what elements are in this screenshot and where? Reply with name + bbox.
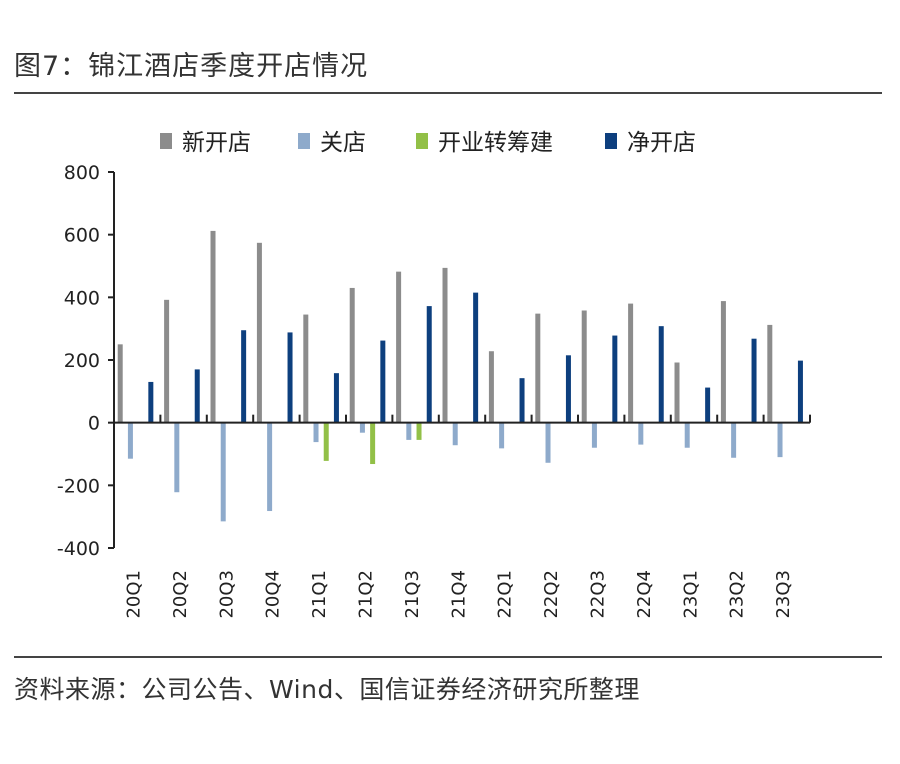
y-tick-label: 800 <box>64 162 100 184</box>
bar-新开店-20Q2 <box>164 299 170 423</box>
x-tick-label: 20Q4 <box>263 570 284 619</box>
bar-净开店-23Q3 <box>797 360 803 423</box>
bar-净开店-20Q1 <box>148 381 154 423</box>
bar-新开店-21Q3 <box>396 271 402 423</box>
source-divider <box>14 656 882 658</box>
x-tick-label: 21Q3 <box>402 570 423 619</box>
y-tick-label: -400 <box>57 538 100 560</box>
bar-series <box>117 230 803 522</box>
y-tick-label: 400 <box>64 287 100 309</box>
y-tick-label: 600 <box>64 225 100 247</box>
bar-净开店-23Q1 <box>705 387 711 423</box>
x-tick-label: 23Q2 <box>727 570 748 619</box>
bar-关店-23Q1 <box>684 422 690 448</box>
bar-关店-20Q4 <box>267 422 273 512</box>
chart-legend: 新开店 关店 开业转筹建 净开店 <box>160 130 696 156</box>
bar-新开店-20Q4 <box>256 242 262 423</box>
legend-swatch <box>605 133 617 149</box>
bar-新开店-22Q2 <box>535 313 541 423</box>
figure-title: 图7：锦江酒店季度开店情况 <box>14 51 369 82</box>
legend-label: 净开店 <box>627 130 696 156</box>
bar-净开店-21Q1 <box>333 373 339 423</box>
bar-关店-20Q1 <box>127 422 133 459</box>
bar-关店-22Q4 <box>638 422 644 445</box>
legend-swatch <box>298 133 310 149</box>
legend-swatch <box>416 133 428 149</box>
x-tick-label: 22Q4 <box>634 570 655 619</box>
x-axis: 20Q1 20Q2 20Q3 20Q4 21Q1 21Q2 21Q3 21Q4 22Q1 22Q2… <box>114 414 811 619</box>
y-tick-label: -200 <box>57 475 100 497</box>
bar-新开店-22Q4 <box>628 303 634 423</box>
x-tick-label: 20Q3 <box>216 570 237 619</box>
x-tick-label: 21Q4 <box>448 570 469 619</box>
x-tick-label: 21Q1 <box>309 570 330 619</box>
bar-新开店-22Q1 <box>488 351 494 423</box>
bar-关店-22Q2 <box>545 422 551 463</box>
bar-净开店-22Q2 <box>565 355 571 423</box>
legend-label: 新开店 <box>182 130 251 156</box>
bar-新开店-21Q1 <box>303 314 309 423</box>
x-tick-label: 22Q3 <box>587 570 608 619</box>
y-axis: 800 600 400 200 0 -200 -400 <box>57 162 115 560</box>
bar-关店-23Q3 <box>777 422 783 458</box>
bar-净开店-20Q4 <box>287 332 293 423</box>
title-divider <box>14 92 882 94</box>
legend-label: 开业转筹建 <box>438 130 553 156</box>
bar-新开店-21Q4 <box>442 267 448 423</box>
legend-swatch <box>160 133 172 149</box>
x-tick-label: 22Q1 <box>495 570 516 619</box>
bar-净开店-21Q2 <box>380 340 386 423</box>
bar-净开店-21Q3 <box>426 306 432 423</box>
bar-开业转筹建-21Q3 <box>416 422 422 440</box>
bar-chart: 新开店 关店 开业转筹建 净开店 800 600 400 200 0 -200 -400 20Q1… <box>57 130 811 619</box>
x-tick-label: 20Q2 <box>170 570 191 619</box>
bar-新开店-23Q3 <box>767 324 773 423</box>
bar-新开店-22Q3 <box>581 310 587 423</box>
bar-净开店-22Q3 <box>612 335 618 423</box>
bar-关店-22Q3 <box>591 422 597 448</box>
bar-关店-21Q1 <box>313 422 319 443</box>
bar-净开店-22Q4 <box>658 326 664 423</box>
bar-关店-23Q2 <box>731 422 737 458</box>
bar-开业转筹建-21Q1 <box>323 422 329 461</box>
bar-净开店-22Q1 <box>519 378 525 423</box>
bar-关店-20Q3 <box>220 422 226 522</box>
bar-新开店-21Q2 <box>349 287 355 423</box>
bar-关店-22Q1 <box>499 422 505 449</box>
bar-净开店-21Q4 <box>473 292 479 423</box>
y-tick-label: 0 <box>88 413 100 435</box>
bar-净开店-23Q2 <box>751 338 757 423</box>
bar-关店-21Q4 <box>452 422 458 446</box>
bar-新开店-23Q1 <box>674 362 680 423</box>
bar-新开店-20Q3 <box>210 230 216 423</box>
bar-关店-21Q2 <box>359 422 365 433</box>
bar-新开店-23Q2 <box>720 301 726 423</box>
x-tick-label: 21Q2 <box>355 570 376 619</box>
bar-净开店-20Q2 <box>194 369 200 423</box>
x-tick-label: 23Q3 <box>773 570 794 619</box>
bar-新开店-20Q1 <box>117 344 123 423</box>
bar-净开店-20Q3 <box>241 330 247 423</box>
x-tick-label: 23Q1 <box>680 570 701 619</box>
bar-开业转筹建-21Q2 <box>370 422 376 465</box>
x-tick-label: 20Q1 <box>123 570 144 619</box>
source-note: 资料来源：公司公告、Wind、国信证券经济研究所整理 <box>14 675 640 704</box>
bar-关店-21Q3 <box>406 422 412 440</box>
x-tick-label: 22Q2 <box>541 570 562 619</box>
bar-关店-20Q2 <box>174 422 180 493</box>
y-tick-label: 200 <box>64 350 100 372</box>
legend-label: 关店 <box>320 130 366 156</box>
